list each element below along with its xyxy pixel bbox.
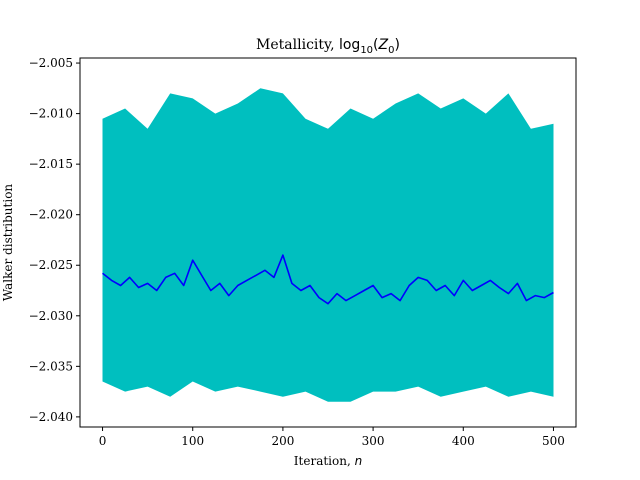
x-axis: 0 100 200 300 400 500 bbox=[99, 427, 565, 448]
chart-title: Metallicity, log10(Z0) bbox=[256, 37, 400, 56]
x-tick-label: 100 bbox=[181, 434, 204, 448]
y-tick-label: −2.030 bbox=[29, 309, 73, 323]
y-tick-label: −2.025 bbox=[29, 258, 73, 272]
y-axis: −2.040 −2.035 −2.030 −2.025 −2.020 −2.015 −2.0… bbox=[29, 56, 80, 424]
axes-frame bbox=[79, 57, 577, 428]
median-trace-line bbox=[102, 254, 554, 305]
y-tick-label: −2.020 bbox=[29, 208, 73, 222]
x-tick-label: 200 bbox=[271, 434, 294, 448]
y-tick-label: −2.035 bbox=[29, 359, 73, 373]
walker-spread-band bbox=[102, 88, 554, 402]
x-tick-label: 400 bbox=[452, 434, 475, 448]
x-axis-label: Iteration, n bbox=[294, 454, 362, 468]
y-tick-label: −2.015 bbox=[29, 157, 73, 171]
y-tick-label: −2.040 bbox=[29, 410, 73, 424]
y-tick-label: −2.005 bbox=[29, 56, 73, 70]
plot-area bbox=[102, 88, 554, 402]
x-tick-label: 300 bbox=[362, 434, 385, 448]
x-tick-label: 500 bbox=[542, 434, 565, 448]
x-tick-label: 0 bbox=[99, 434, 107, 448]
y-tick-label: −2.010 bbox=[29, 107, 73, 121]
y-axis-label: Walker distribution bbox=[1, 184, 15, 302]
